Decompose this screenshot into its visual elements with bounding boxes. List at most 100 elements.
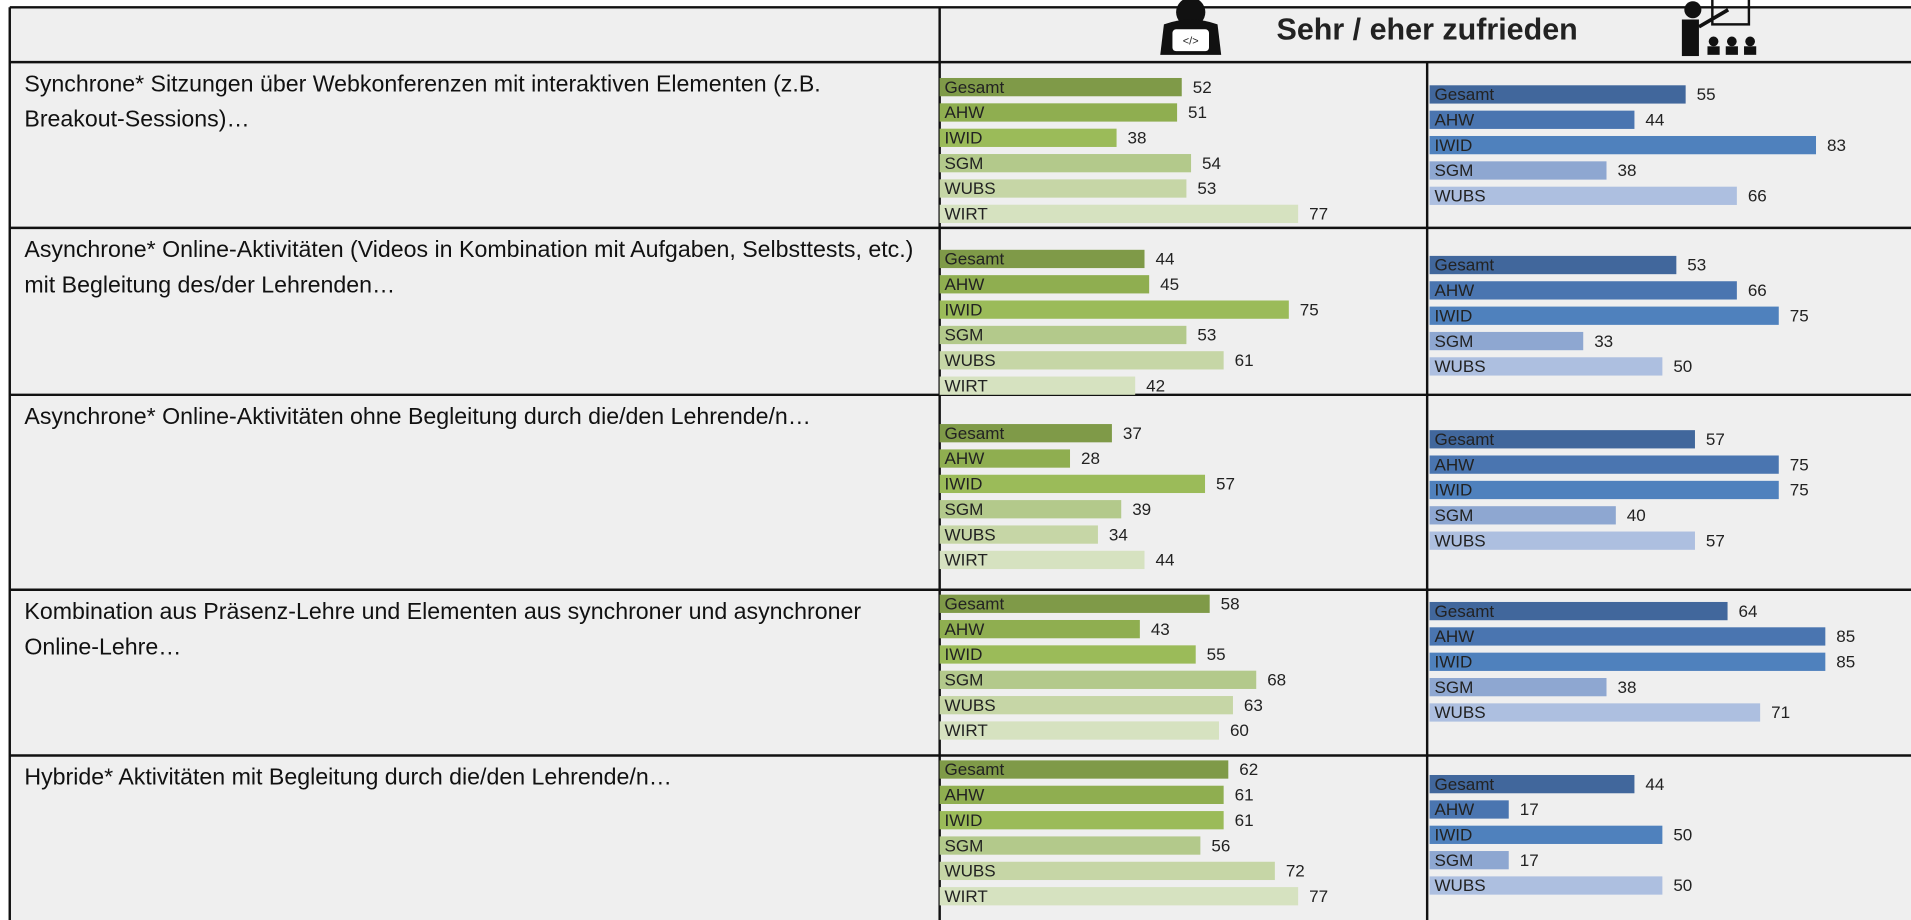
bar [1429,851,1509,870]
bar [939,645,1196,664]
bar-value: 53 [1197,326,1216,345]
bar-value: 66 [1748,281,1767,300]
bar-name: Gesamt [945,424,1005,443]
bar-value: 75 [1790,455,1809,474]
row-label-box: Kombination aus Präsenz-Lehre und Elemen… [24,599,862,661]
bar-name: WUBS [1434,357,1485,376]
bar-value: 52 [1193,78,1212,97]
bar [939,785,1224,804]
bar [939,811,1224,830]
bar-value: 42 [1146,376,1165,395]
bar [939,670,1257,689]
bar [939,351,1224,370]
bar [1429,800,1509,819]
bar-value: 64 [1739,602,1758,621]
bar [939,836,1201,855]
bar-name: AHW [1434,800,1475,819]
bar-value: 38 [1128,129,1147,148]
bar [1429,601,1728,621]
bar-name: AHW [945,449,986,468]
bar [1429,85,1686,104]
bar-value: 17 [1520,851,1539,870]
bar-value: 50 [1673,826,1692,845]
bar-value: 68 [1267,671,1286,690]
bar-value: 53 [1687,256,1706,275]
bar-name: SGM [945,836,984,855]
bar [1429,455,1779,474]
bar-name: AHW [1434,111,1475,130]
bar [1429,161,1607,180]
bar-value: 72 [1286,862,1305,881]
bar-value: 85 [1836,627,1855,646]
bar [939,77,1182,97]
bar-value: 61 [1235,351,1254,370]
bar-value: 40 [1627,506,1646,525]
bar-name: WIRT [945,721,989,740]
bar-value: 51 [1188,103,1207,122]
bar-name: SGM [1434,332,1473,351]
bar-name: WUBS [1434,876,1485,895]
bar [1429,480,1779,500]
bar [1429,677,1607,697]
bar-value: 43 [1151,620,1170,639]
bar [1429,825,1663,844]
bar [939,424,1112,443]
bar [939,154,1192,173]
row-label: Hybride* Aktivitäten mit Begleitung durc… [24,765,672,791]
bar [1429,876,1663,895]
bar-name: Gesamt [945,250,1005,269]
bar-name: Gesamt [945,760,1005,779]
bar-name: AHW [945,620,986,639]
bar [939,696,1233,715]
bar-value: 83 [1827,136,1846,155]
bar [1429,357,1663,376]
bar-name: Gesamt [1434,430,1494,449]
bar [1429,627,1826,646]
bar-name: WUBS [945,351,996,370]
bar-value: 33 [1594,332,1613,351]
bar-name: IWID [1434,306,1472,325]
bar-name: IWID [1434,136,1472,155]
bar-name: WIRT [945,551,989,570]
bar-name: IWID [945,300,983,319]
bar-name: IWID [1434,481,1472,500]
bar-name: AHW [1434,281,1475,300]
bar [1429,774,1635,794]
bar [939,249,1145,269]
row-label: Asynchrone* Online-Aktivitäten ohne Begl… [24,404,811,431]
bar [939,887,1299,906]
bar-name: AHW [1434,627,1475,646]
bar-name: Gesamt [1434,602,1494,621]
bar-value: 56 [1211,836,1230,855]
bar-value: 44 [1645,111,1664,130]
bar [939,760,1229,779]
row-label-box: Synchrone* Sitzungen über Webkonferenzen… [24,72,820,133]
bar [1429,306,1779,325]
bar [939,550,1145,570]
row-label: Kombination aus Präsenz-Lehre und Elemen… [24,599,862,661]
bar-name: WUBS [945,525,996,544]
bar-value: 57 [1706,531,1725,550]
bar-value: 38 [1617,161,1636,180]
bar-value: 55 [1207,645,1226,664]
bar-name: SGM [945,500,984,519]
bar [939,204,1299,223]
bar-value: 44 [1645,775,1664,794]
row-label: Asynchrone* Online-Aktivitäten (Videos i… [24,237,914,299]
bar-value: 71 [1771,703,1790,722]
bar [939,179,1187,198]
bar-name: AHW [1434,455,1475,474]
bar-name: SGM [1434,851,1473,870]
bar-value: 34 [1109,525,1128,544]
bar [939,619,1140,639]
bar-value: 66 [1748,187,1767,206]
bar-name: WUBS [945,179,996,198]
bar-value: 85 [1836,653,1855,672]
student-icon: </> [1160,0,1222,55]
bar-value: 58 [1221,595,1240,614]
bar-name: Gesamt [945,78,1005,97]
bar-value: 28 [1081,449,1100,468]
header-title: Sehr / eher zufrieden [1277,13,1578,47]
teacher-icon [1681,0,1757,57]
